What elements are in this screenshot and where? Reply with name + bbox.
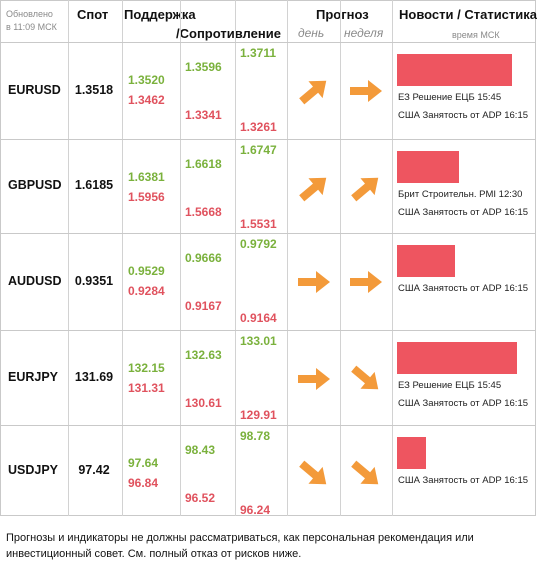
news-item: США Занятость от ADP 16:15 [398,110,529,121]
updated-time: в 11:09 МСК [6,22,57,32]
disclaimer-text: Прогнозы и индикаторы не должны рассматр… [6,532,474,560]
arrow-right-icon [348,267,384,297]
resistance-level-1: 1.3462 [128,93,165,107]
column-divider [235,0,236,516]
resistance-level-2: 96.52 [185,491,216,505]
column-divider [392,0,393,516]
arrow-up-right-icon [296,76,332,106]
news-item: США Занятость от ADP 16:15 [398,475,529,486]
resistance-level-1: 1.5956 [128,190,165,204]
pair-name: EURUSD [8,82,61,97]
support-header: Поддержка [124,7,196,22]
news-item: США Занятость от ADP 16:15 [398,283,529,294]
support-level-3: 98.78 [240,429,271,443]
column-divider [340,0,341,516]
pair-name: EURJPY [8,369,59,384]
arrow-down-right-icon [348,364,384,394]
importance-bar [397,151,459,183]
arrow-up-right-icon [296,173,332,203]
resistance-level-3: 0.9164 [240,311,277,325]
resistance-level-3: 1.3261 [240,120,277,134]
arrow-right-icon [296,364,332,394]
resistance-level-2: 1.3341 [185,108,222,122]
updated-label: Обновлено [6,9,53,19]
spot-rate: 97.42 [78,462,110,477]
support-level-3: 1.3711 [240,46,277,60]
support-level-1: 0.9529 [128,264,165,278]
rates-table [0,0,536,516]
news-item: США Занятость от ADP 16:15 [398,398,529,409]
support-level-1: 132.15 [128,361,165,375]
arrow-right-icon [348,76,384,106]
spot-header: Спот [77,7,109,22]
support-level-2: 1.3596 [185,60,222,74]
news-item: США Занятость от ADP 16:15 [398,207,529,218]
resistance-level-1: 131.31 [128,381,165,395]
news-item: ЕЗ Решение ЕЦБ 15:45 [398,92,502,103]
resistance-level-3: 1.5531 [240,217,277,231]
arrow-down-right-icon [296,459,332,489]
support-level-1: 1.6381 [128,170,165,184]
support-level-2: 98.43 [185,443,216,457]
importance-bar [397,245,455,277]
forecast-header: Прогноз [316,7,369,22]
column-divider [68,0,69,516]
support-level-3: 133.01 [240,334,277,348]
arrow-right-icon [296,267,332,297]
arrow-up-right-icon [348,173,384,203]
day-header: день [298,26,325,40]
spot-rate: 0.9351 [74,273,114,288]
importance-bar [397,342,517,374]
row-divider [0,233,536,234]
column-divider [122,0,123,516]
support-level-2: 132.63 [185,348,222,362]
resistance-level-2: 130.61 [185,396,222,410]
pair-name: AUDUSD [8,273,62,288]
support-level-1: 1.3520 [128,73,165,87]
row-divider [0,42,536,43]
resistance-header: /Сопротивление [176,26,281,41]
importance-bar [397,54,512,86]
support-level-2: 0.9666 [185,251,222,265]
support-level-3: 1.6747 [240,143,277,157]
column-divider [287,0,288,516]
resistance-level-2: 0.9167 [185,299,222,313]
news-item: Брит Строительн. PMI 12:30 [398,189,523,200]
resistance-level-3: 129.91 [240,408,277,422]
resistance-level-2: 1.5668 [185,205,222,219]
column-divider [180,0,181,516]
pair-name: GBPUSD [8,178,62,192]
news-item: ЕЗ Решение ЕЦБ 15:45 [398,380,502,391]
spot-rate: 1.3518 [74,82,114,97]
resistance-level-3: 96.24 [240,503,271,517]
row-divider [0,139,536,140]
support-level-1: 97.64 [128,456,159,470]
importance-bar [397,437,426,469]
pair-name: USDJPY [8,462,59,477]
row-divider [0,425,536,426]
support-level-3: 0.9792 [240,237,277,251]
arrow-down-right-icon [348,459,384,489]
news-header: Новости / Статистика [399,7,537,22]
resistance-level-1: 96.84 [128,476,159,490]
row-divider [0,330,536,331]
resistance-level-1: 0.9284 [128,284,165,298]
spot-rate: 131.69 [74,369,114,384]
news-time-header: время МСК [452,30,500,40]
week-header: неделя [344,26,384,40]
spot-rate: 1.6185 [74,178,114,192]
support-level-2: 1.6618 [185,157,222,171]
